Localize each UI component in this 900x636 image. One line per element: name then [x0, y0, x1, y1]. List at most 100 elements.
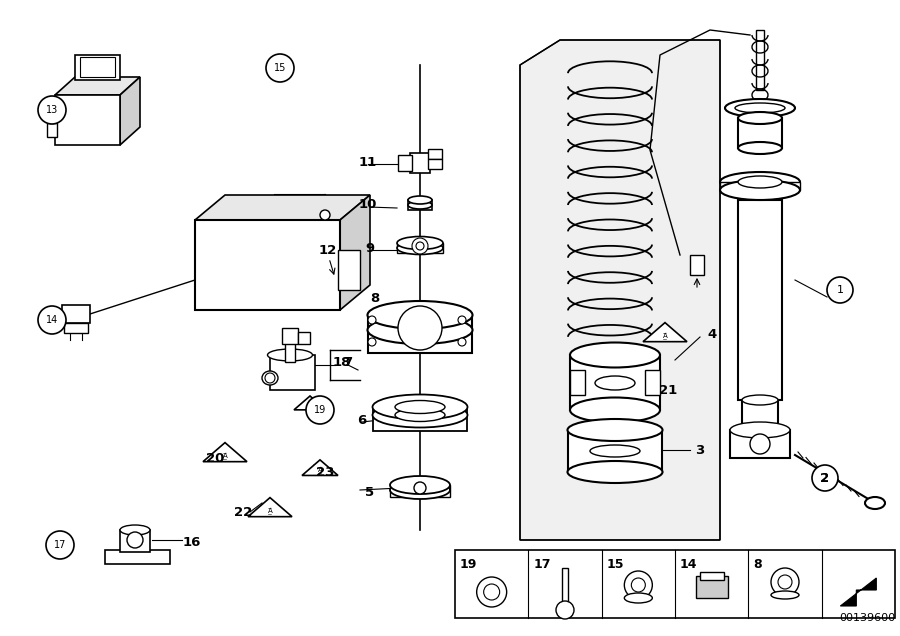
Ellipse shape [625, 593, 652, 603]
Polygon shape [841, 578, 877, 606]
Ellipse shape [267, 349, 312, 361]
Text: 18: 18 [333, 357, 351, 370]
Circle shape [265, 373, 275, 383]
Ellipse shape [397, 242, 443, 254]
Circle shape [778, 575, 792, 589]
Text: 15: 15 [274, 63, 286, 73]
Bar [562, 568, 568, 606]
Text: 8: 8 [753, 558, 762, 571]
Text: 20: 20 [206, 452, 224, 464]
Bar [398, 155, 412, 171]
Bar [397, 243, 443, 253]
Text: 14: 14 [680, 558, 698, 571]
Text: 13: 13 [46, 105, 58, 115]
Bar [738, 200, 782, 400]
Ellipse shape [397, 237, 443, 249]
Circle shape [827, 277, 853, 303]
Circle shape [46, 531, 74, 559]
Bar [105, 550, 170, 564]
Text: A̲⃗: A̲⃗ [308, 402, 312, 410]
Bar [55, 95, 120, 145]
Text: 2: 2 [821, 471, 830, 485]
Bar [195, 220, 340, 310]
Ellipse shape [367, 301, 472, 329]
Ellipse shape [570, 343, 660, 368]
Ellipse shape [568, 419, 662, 441]
Polygon shape [520, 40, 720, 540]
Polygon shape [643, 322, 687, 342]
Circle shape [38, 96, 66, 124]
Circle shape [398, 306, 442, 350]
Text: 9: 9 [365, 242, 374, 254]
Ellipse shape [395, 401, 445, 413]
Text: 00139600: 00139600 [839, 613, 895, 623]
Bar [373, 407, 467, 431]
Ellipse shape [771, 591, 799, 599]
Circle shape [368, 338, 376, 346]
Bar [120, 530, 150, 552]
Circle shape [320, 210, 330, 220]
Polygon shape [248, 497, 292, 516]
Ellipse shape [595, 376, 635, 390]
Bar [690, 255, 704, 275]
Bar [64, 323, 88, 333]
Bar [368, 315, 472, 353]
Bar [47, 103, 57, 117]
Polygon shape [120, 77, 140, 145]
Circle shape [483, 584, 500, 600]
Text: 5: 5 [365, 487, 374, 499]
Bar [696, 576, 728, 598]
Text: 10: 10 [359, 198, 377, 212]
Text: 22: 22 [234, 506, 252, 520]
Bar [455, 550, 895, 618]
Circle shape [414, 482, 426, 494]
Circle shape [38, 306, 66, 334]
Polygon shape [55, 77, 140, 95]
Text: A̲⃗: A̲⃗ [222, 452, 228, 460]
Bar [285, 342, 295, 362]
Text: 17: 17 [54, 540, 67, 550]
Circle shape [458, 316, 466, 324]
Polygon shape [203, 443, 247, 462]
Ellipse shape [390, 481, 450, 499]
Bar [730, 430, 790, 458]
Ellipse shape [738, 176, 782, 188]
Text: 21: 21 [659, 384, 677, 396]
Circle shape [771, 568, 799, 596]
Bar [408, 200, 432, 210]
Ellipse shape [568, 461, 662, 483]
Bar [390, 485, 450, 497]
Circle shape [127, 532, 143, 548]
Ellipse shape [408, 196, 432, 204]
Bar [570, 355, 660, 410]
Ellipse shape [735, 103, 785, 113]
Ellipse shape [390, 476, 450, 494]
Bar [428, 159, 442, 169]
Bar [756, 30, 764, 90]
Text: 2: 2 [822, 473, 829, 483]
Ellipse shape [395, 408, 445, 422]
Text: 8: 8 [371, 291, 380, 305]
Bar [742, 400, 778, 430]
Bar [80, 57, 115, 77]
Bar [568, 430, 662, 472]
Bar [645, 370, 660, 395]
Text: 19: 19 [314, 405, 326, 415]
Ellipse shape [725, 99, 795, 117]
Bar [570, 370, 585, 395]
Ellipse shape [865, 497, 885, 509]
Circle shape [416, 242, 424, 250]
Ellipse shape [367, 316, 472, 344]
Circle shape [412, 238, 428, 254]
Polygon shape [195, 195, 370, 220]
Text: 17: 17 [534, 558, 551, 571]
Text: A̲⃗: A̲⃗ [662, 333, 668, 340]
Ellipse shape [742, 395, 778, 405]
Ellipse shape [373, 394, 467, 420]
Text: A̲⃗: A̲⃗ [267, 508, 273, 515]
Text: 7: 7 [344, 356, 353, 368]
Ellipse shape [262, 371, 278, 385]
Ellipse shape [120, 525, 150, 535]
Circle shape [306, 396, 334, 424]
Text: 19: 19 [460, 558, 477, 571]
